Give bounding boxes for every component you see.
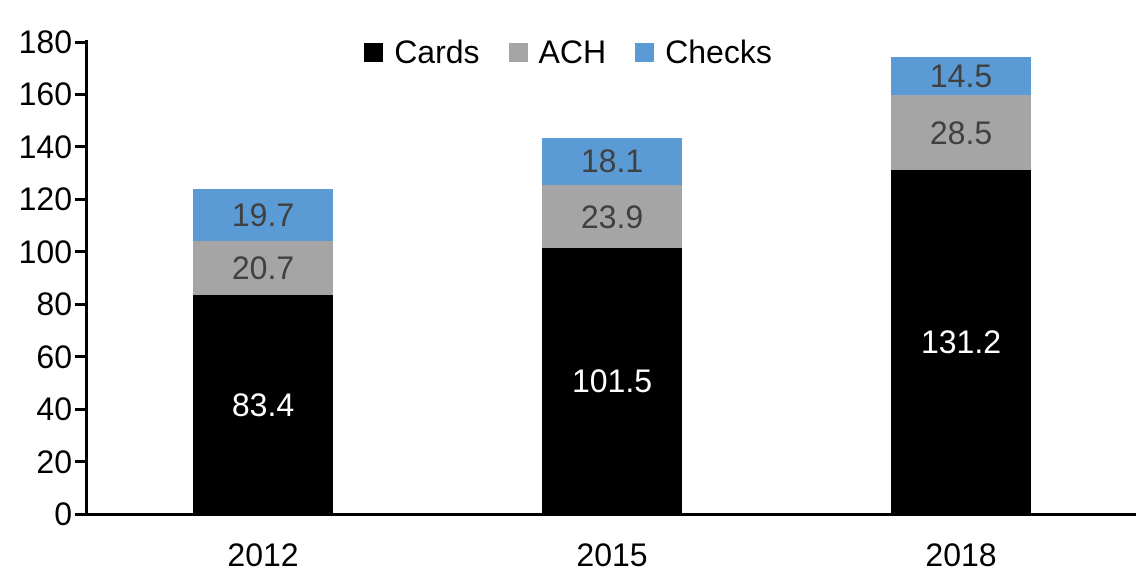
legend-label-cards: Cards (394, 34, 480, 70)
segment-value-label: 131.2 (920, 323, 1002, 360)
y-tick-label: 20 (36, 444, 72, 480)
x-axis-line (75, 513, 1136, 516)
segment-value-label: 14.5 (929, 58, 993, 95)
y-tick-label: 100 (18, 234, 72, 270)
y-tick-label: 60 (36, 339, 72, 375)
legend-label-ach: ACH (538, 34, 607, 70)
segment-value-label: 83.4 (231, 386, 295, 423)
y-tick-label: 80 (36, 286, 72, 322)
legend-swatch-ach (508, 42, 528, 62)
legend-item-cards: Cards (364, 33, 480, 71)
y-tick-label: 140 (18, 129, 72, 165)
bar-segment-cards-2018: 131.2 (891, 169, 1031, 514)
legend-item-checks: Checks (635, 33, 772, 71)
segment-value-label: 20.7 (231, 250, 295, 287)
segment-value-label: 19.7 (231, 197, 295, 234)
x-axis-label-2012: 2012 (227, 537, 299, 573)
y-tick-label: 40 (36, 391, 72, 427)
y-tick-mark (75, 303, 86, 306)
bar-segment-cards-2015: 101.5 (542, 247, 682, 514)
y-tick-mark (75, 460, 86, 463)
segment-value-label: 28.5 (929, 114, 993, 151)
y-tick-label: 180 (18, 24, 72, 60)
y-tick-mark (75, 145, 86, 148)
bar-segment-checks-2018: 14.5 (891, 57, 1031, 96)
segment-value-label: 101.5 (571, 362, 653, 399)
legend-swatch-checks (635, 42, 655, 62)
y-tick-mark (75, 198, 86, 201)
y-axis-line (85, 40, 88, 516)
y-tick-mark (75, 41, 86, 44)
bar-segment-cards-2012: 83.4 (193, 295, 333, 514)
segment-value-label: 18.1 (580, 143, 644, 180)
legend-item-ach: ACH (508, 33, 607, 71)
legend: Cards ACH Checks (0, 33, 1136, 71)
y-tick-label: 160 (18, 76, 72, 112)
bar-segment-ach-2015: 23.9 (542, 185, 682, 248)
bar-segment-ach-2012: 20.7 (193, 241, 333, 296)
bar-segment-checks-2012: 19.7 (193, 189, 333, 242)
segment-value-label: 23.9 (580, 198, 644, 235)
y-tick-label: 0 (54, 496, 72, 532)
y-tick-label: 120 (18, 181, 72, 217)
y-tick-mark (75, 250, 86, 253)
y-tick-mark (75, 408, 86, 411)
y-tick-mark (75, 93, 86, 96)
legend-swatch-cards (364, 42, 384, 62)
bar-segment-ach-2018: 28.5 (891, 95, 1031, 170)
x-axis-label-2018: 2018 (925, 537, 997, 573)
y-tick-mark (75, 355, 86, 358)
legend-label-checks: Checks (665, 34, 772, 70)
x-axis-label-2015: 2015 (576, 537, 648, 573)
bar-segment-checks-2015: 18.1 (542, 137, 682, 186)
